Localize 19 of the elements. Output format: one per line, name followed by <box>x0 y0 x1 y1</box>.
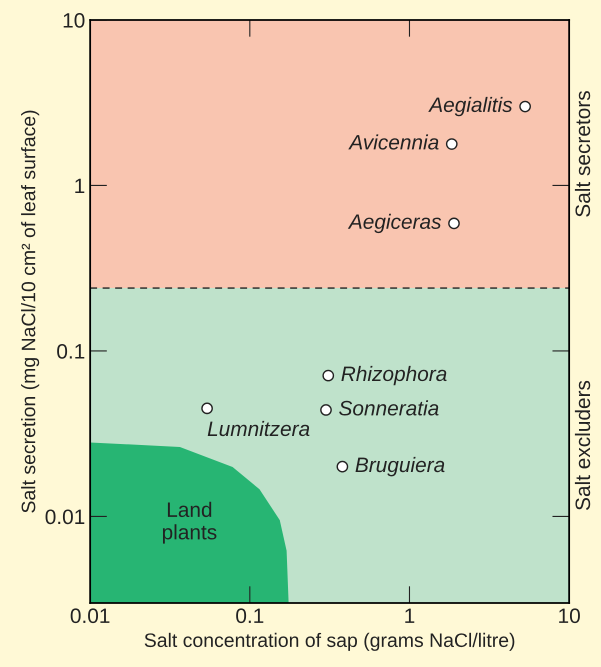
x-tick-label: 1 <box>405 608 414 623</box>
band-label: Salt secretors <box>574 91 590 217</box>
y-tick-label: 10 <box>64 13 84 28</box>
annotation: Sonneratia <box>339 400 439 416</box>
annotation: Aegiceras <box>348 214 442 234</box>
x-tick-label: 10 <box>559 608 580 624</box>
annotation: Aegialitis <box>428 96 512 116</box>
annotation: Rhizophora <box>341 366 447 386</box>
annotation: Bruguiera <box>356 456 445 476</box>
y-tick-label: 0.1 <box>57 344 84 359</box>
annotation: Avicennia <box>348 134 439 150</box>
y-tick-label: 1 <box>75 178 84 194</box>
y-axis-title: Salt secretion (mg NaCl/10 cm² of leaf surface) <box>21 110 40 513</box>
x-axis-title: Salt concentration of sap (grams NaCl/litre) <box>144 632 514 651</box>
band-label: Salt excluders <box>574 380 590 510</box>
x-tick-label: 0.1 <box>236 608 264 624</box>
series-label: Land plants <box>162 502 216 544</box>
annotation: Lumnitzera <box>208 420 310 436</box>
y-tick-label: 0.01 <box>46 509 84 524</box>
